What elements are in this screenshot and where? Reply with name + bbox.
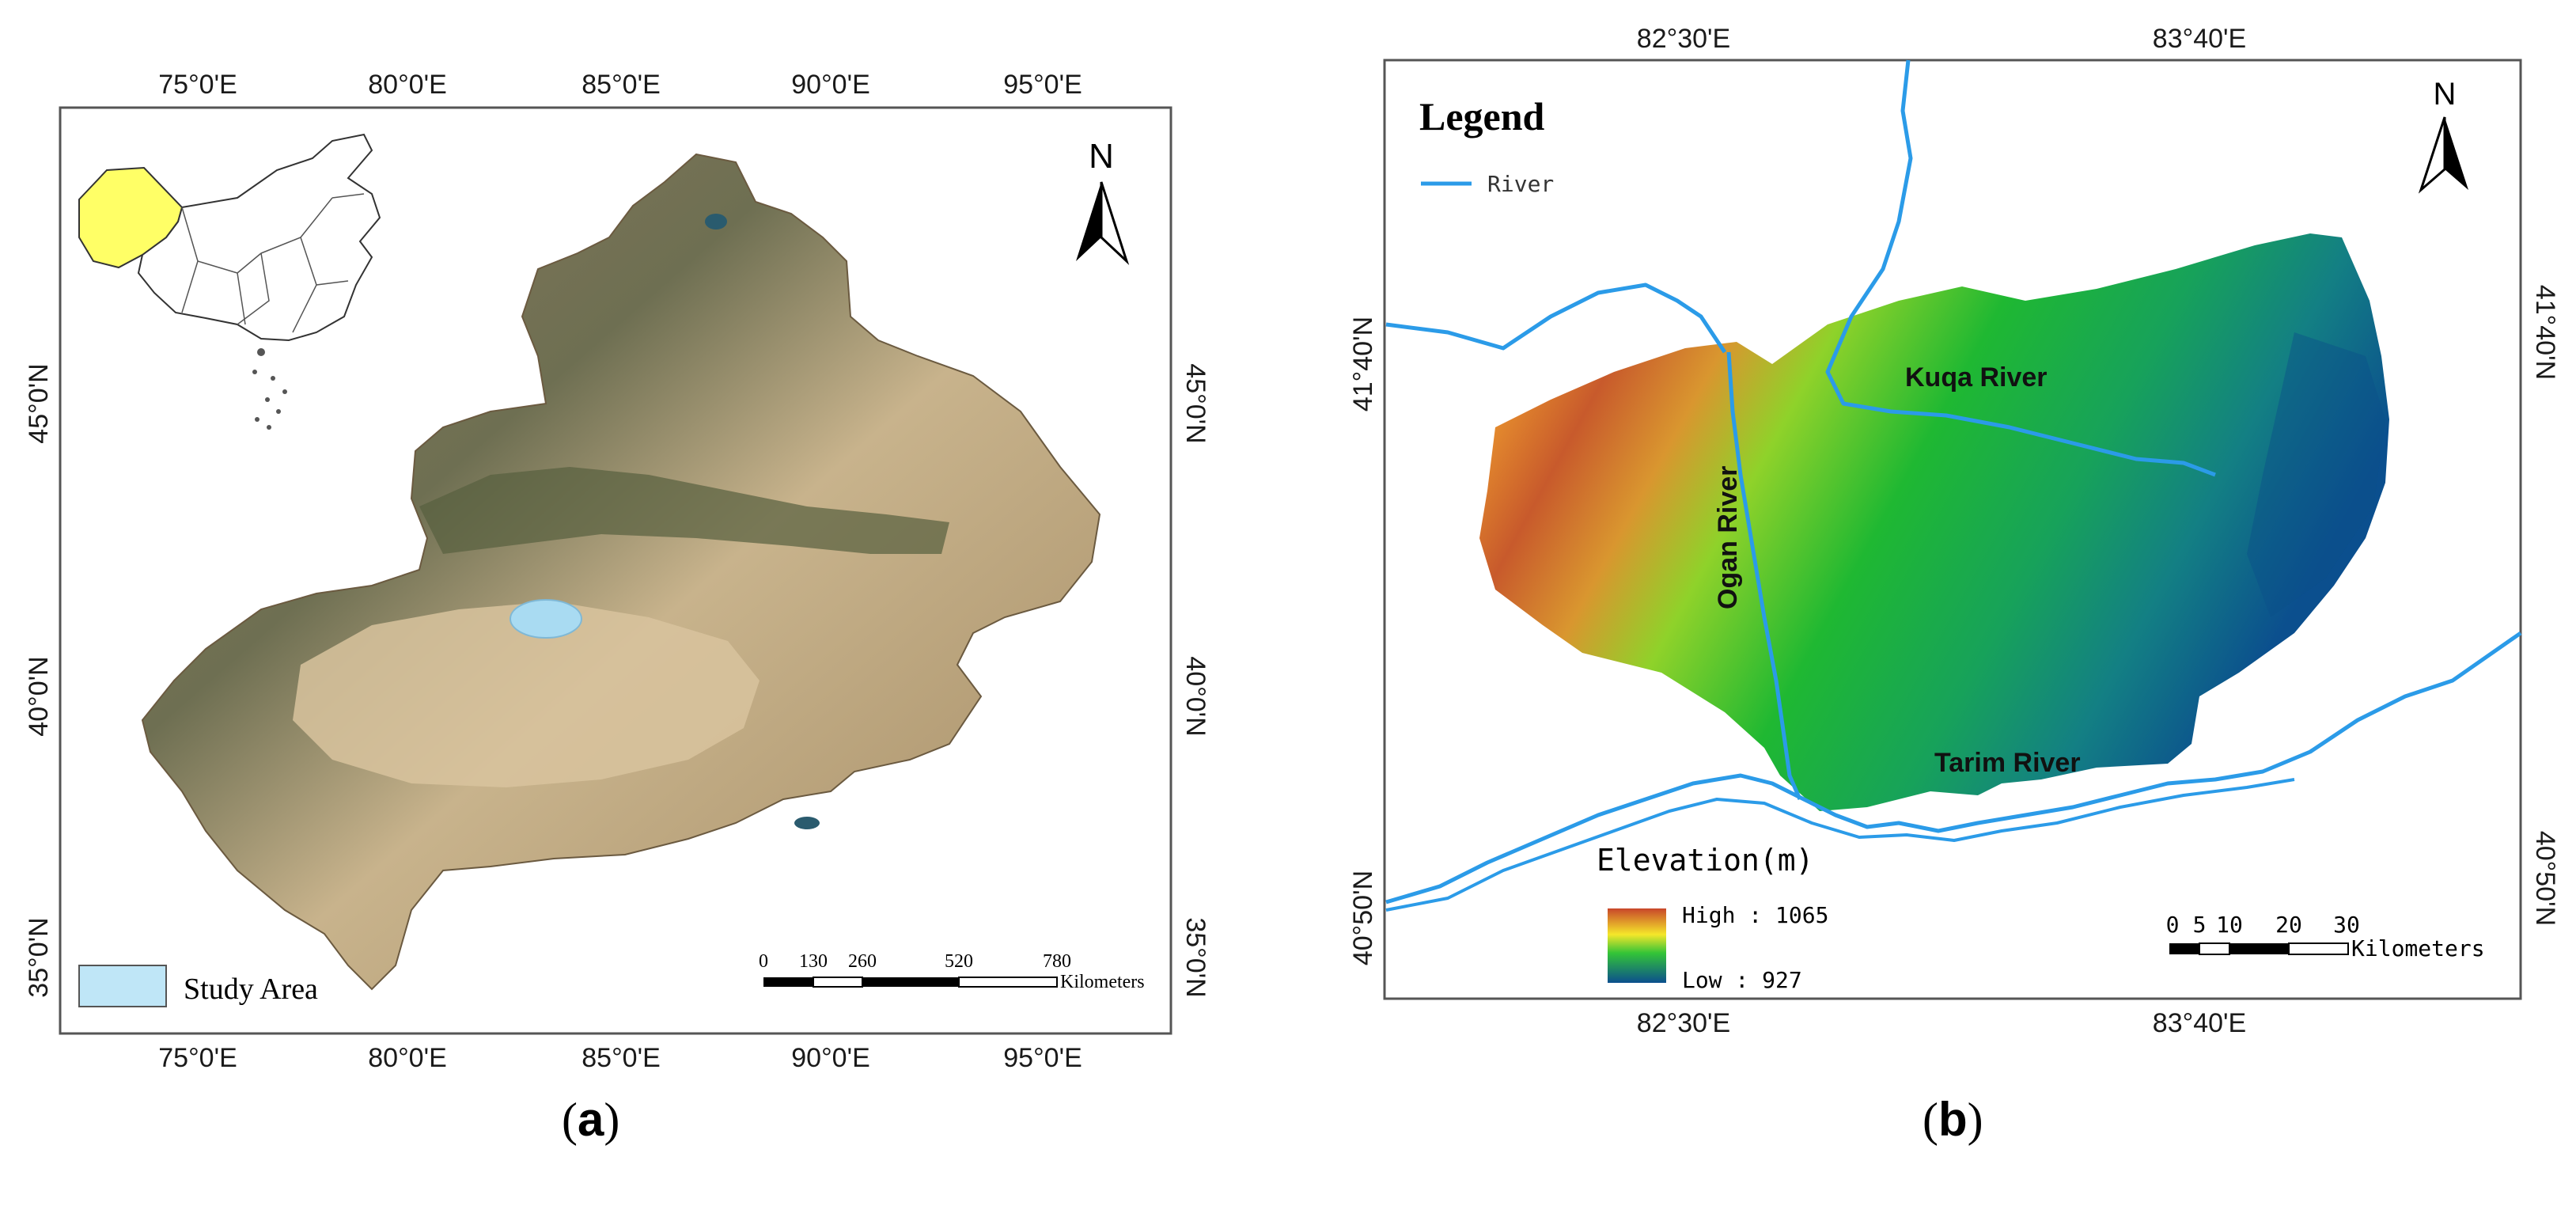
tianshan-mountains	[419, 467, 949, 554]
panel-b-bottom-lon-label: 82°30'E	[1637, 1008, 1730, 1038]
panel-a-north-arrow: N	[1076, 137, 1130, 266]
study-area-swatch	[78, 965, 167, 1007]
scale-unit: Kilometers	[2351, 935, 2485, 961]
panel-b-caption-letter: b	[1938, 1093, 1968, 1146]
tarim-river-secondary-path	[1385, 778, 2295, 912]
river-network	[1385, 59, 2522, 912]
panel-a-map: 75°0'E 80°0'E 85°0'E 90°0'E 95°0'E 75°0'…	[24, 70, 1210, 1073]
panel-a-caption-letter: a	[577, 1093, 604, 1146]
panel-a-left-lat-label: 40°0'N	[24, 656, 54, 736]
panel-a-right-lat-label: 35°0'N	[1180, 917, 1210, 997]
elevation-region	[1479, 233, 2389, 811]
scale-tick: 5	[2193, 912, 2207, 938]
panel-b-top-lon-label: 83°40'E	[2153, 24, 2246, 54]
panel-b-left-lat-label: 41°40'N	[1348, 317, 1378, 411]
panel-a-right-lat-label: 45°0'N	[1180, 363, 1210, 443]
lake-east	[794, 817, 820, 829]
panel-a-left-lat-label: 45°0'N	[24, 363, 54, 443]
northern-tributary-path	[1385, 283, 1727, 354]
panel-b-left-lat-label: 40°50'N	[1348, 870, 1378, 965]
ogan-river-path	[1726, 351, 1802, 800]
tarim-river-path	[1385, 631, 2522, 905]
lake-bosten	[510, 599, 582, 639]
panel-a-north-label: N	[1089, 137, 1114, 176]
panel-b-legend: Legend River	[1419, 94, 1554, 197]
scale-tick: 780	[1043, 951, 1071, 972]
china-province-lines	[181, 193, 365, 333]
panel-a-bottom-lon-label: 85°0'E	[581, 1043, 661, 1073]
panel-b-right-lat-label: 40°50'N	[2530, 831, 2560, 926]
study-area-legend: Study Area	[78, 965, 318, 1007]
panel-b-map: 82°30'E 83°40'E 82°30'E 83°40'E 41°40'N …	[1348, 24, 2560, 1038]
ogan-river-label: Ogan River	[1713, 466, 1743, 609]
south-china-sea-islands	[252, 348, 287, 430]
panel-b-north-arrow: N	[2418, 77, 2468, 194]
scale-unit: Kilometers	[1060, 972, 1145, 992]
panel-b-caption: (b)	[1923, 1093, 1983, 1146]
kuqa-river-label: Kuqa River	[1905, 362, 2048, 393]
xinjiang-satellite-image	[141, 153, 1101, 991]
panel-a-top-lon-label: 90°0'E	[791, 70, 870, 100]
scale-tick: 0	[759, 951, 768, 972]
panel-b-scale-bar: 0 5 10 20 30 Kilometers	[2166, 912, 2485, 961]
panel-a-bottom-lon-label: 75°0'E	[158, 1043, 237, 1073]
elevation-low-zone	[2247, 332, 2385, 617]
elevation-high-label: High : 1065	[1682, 902, 1828, 928]
scale-tick: 0	[2166, 912, 2180, 938]
panel-a-bottom-lon-label: 95°0'E	[1003, 1043, 1082, 1073]
elevation-color-ramp	[1608, 908, 1666, 983]
panel-a-caption: (a)	[562, 1093, 620, 1146]
panel-a-bottom-lon-label: 90°0'E	[791, 1043, 870, 1073]
panel-a-top-lon-label: 95°0'E	[1003, 70, 1082, 100]
panel-a-right-lat-label: 40°0'N	[1180, 656, 1210, 736]
legend-title: Legend	[1419, 94, 1545, 138]
panel-a-scale-bar: 0 130 260 520 780 Kilometers	[759, 951, 1145, 992]
panel-a-top-lon-label: 80°0'E	[368, 70, 447, 100]
panel-b-north-label: N	[2434, 77, 2457, 112]
scale-tick: 130	[799, 951, 828, 972]
tarim-desert-region	[293, 601, 760, 787]
xinjiang-highlight	[78, 166, 184, 269]
china-inset-map	[78, 133, 381, 430]
scale-tick: 260	[848, 951, 877, 972]
panel-b-top-lon-label: 82°30'E	[1637, 24, 1730, 54]
scale-tick: 20	[2275, 912, 2302, 938]
panel-b-bottom-lon-label: 83°40'E	[2153, 1008, 2246, 1038]
panel-a-bottom-lon-label: 80°0'E	[368, 1043, 447, 1073]
panel-b-right-lat-label: 41°40'N	[2530, 285, 2560, 380]
panel-a-top-lon-label: 75°0'E	[158, 70, 237, 100]
scale-tick: 10	[2216, 912, 2243, 938]
lake-north	[705, 214, 727, 229]
elevation-legend: Elevation(m) High : 1065 Low : 927	[1597, 843, 1828, 993]
study-area-label: Study Area	[184, 973, 318, 1006]
elevation-low-label: Low : 927	[1682, 967, 1802, 993]
kuqa-river-path	[1825, 59, 2216, 477]
scale-tick: 30	[2333, 912, 2360, 938]
china-outline	[137, 133, 381, 342]
tarim-river-label: Tarim River	[1934, 748, 2081, 778]
panel-a-left-lat-label: 35°0'N	[24, 917, 54, 997]
elevation-legend-title: Elevation(m)	[1597, 843, 1814, 878]
panel-a-top-lon-label: 85°0'E	[581, 70, 661, 100]
legend-river-label: River	[1487, 171, 1554, 197]
scale-tick: 520	[945, 951, 973, 972]
